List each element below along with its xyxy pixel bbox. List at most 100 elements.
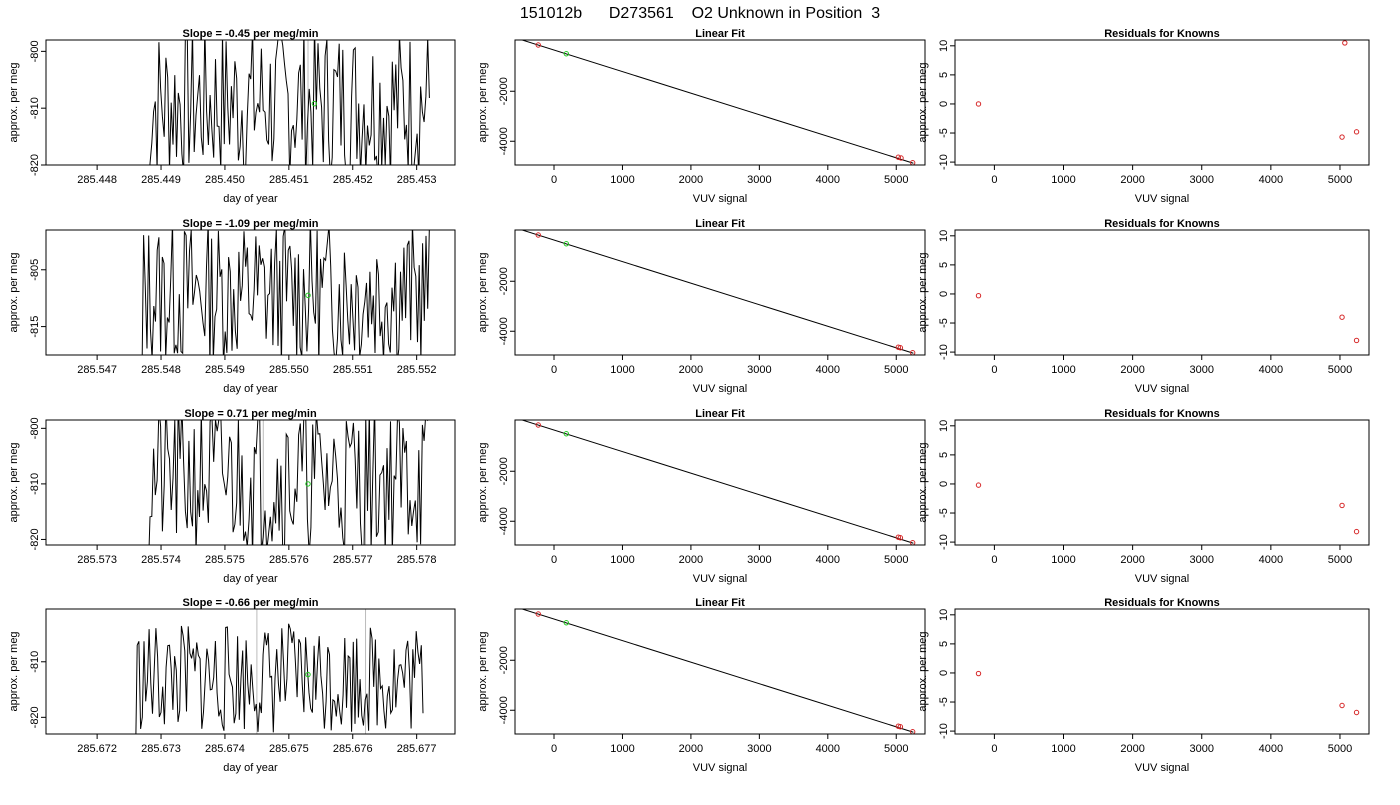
x-tick-label: 4000 bbox=[1259, 174, 1283, 186]
unknown-point bbox=[563, 620, 570, 626]
y-axis-label: approx. per meg bbox=[917, 62, 929, 142]
x-tick-label: 285.551 bbox=[333, 364, 373, 376]
fit-line bbox=[520, 420, 914, 544]
x-tick-label: 1000 bbox=[1051, 174, 1075, 186]
x-tick-label: 2000 bbox=[679, 743, 703, 755]
x-tick-label: 285.674 bbox=[205, 743, 245, 755]
x-axis-label: VUV signal bbox=[693, 383, 747, 395]
x-tick-label: 4000 bbox=[816, 174, 840, 186]
x-tick-label: 285.573 bbox=[77, 554, 117, 566]
x-axis-label: VUV signal bbox=[693, 573, 747, 585]
panel-12: Residuals for Knowns 0 1000 2000 3000 4000 500… bbox=[917, 597, 1370, 774]
panel-title: Slope = -1.09 per meg/min bbox=[182, 218, 318, 230]
x-tick-label: 1000 bbox=[1051, 364, 1075, 376]
x-tick-label: 285.549 bbox=[205, 364, 245, 376]
plot-area bbox=[975, 670, 1360, 716]
y-tick-label: -5 bbox=[938, 128, 950, 138]
x-tick-label: 5000 bbox=[884, 174, 908, 186]
x-tick-label: 3000 bbox=[747, 554, 771, 566]
panel-8: Linear Fit 0 1000 2000 3000 4000 5000 -4000 -200… bbox=[477, 408, 926, 585]
plot-frame bbox=[45, 39, 456, 166]
x-axis-label: day of year bbox=[223, 762, 278, 774]
x-tick-label: 4000 bbox=[816, 364, 840, 376]
known-point bbox=[897, 724, 904, 730]
figure-title: 151012b D273561 O2 Unknown in Position 3 bbox=[520, 5, 880, 22]
known-point bbox=[535, 232, 541, 238]
known-point bbox=[1353, 528, 1360, 535]
known-point bbox=[898, 155, 904, 161]
y-tick-label: 10 bbox=[938, 609, 950, 621]
unknown-point bbox=[563, 431, 570, 437]
known-point bbox=[1339, 502, 1345, 509]
known-point bbox=[1353, 337, 1360, 344]
y-tick-label: 5 bbox=[938, 641, 950, 647]
x-tick-label: 285.673 bbox=[141, 743, 181, 755]
plot-area bbox=[141, 230, 430, 355]
y-axis-label: approx. per meg bbox=[477, 252, 489, 332]
x-tick-label: 0 bbox=[551, 364, 557, 376]
x-tick-label: 285.453 bbox=[397, 174, 437, 186]
y-tick-label: -820 bbox=[29, 154, 41, 176]
y-tick-label: -810 bbox=[29, 473, 41, 495]
panel-title: Linear Fit bbox=[695, 218, 745, 230]
panel-title: Residuals for Knowns bbox=[1104, 28, 1220, 40]
y-axis-label: approx. per meg bbox=[8, 442, 20, 522]
x-tick-label: 285.450 bbox=[205, 174, 245, 186]
known-point bbox=[1339, 702, 1345, 709]
plot-frame bbox=[45, 229, 456, 356]
y-tick-label: 5 bbox=[938, 72, 950, 78]
plot-frame bbox=[45, 419, 456, 546]
plot-area bbox=[520, 230, 916, 355]
panel-title: Slope = -0.45 per meg/min bbox=[182, 28, 318, 40]
plot-area bbox=[520, 609, 916, 734]
x-tick-label: 285.448 bbox=[77, 174, 117, 186]
plot-area bbox=[520, 420, 916, 545]
x-tick-label: 4000 bbox=[1259, 743, 1283, 755]
x-tick-label: 285.677 bbox=[397, 743, 437, 755]
x-tick-label: 1000 bbox=[610, 174, 634, 186]
y-axis-label: approx. per meg bbox=[917, 631, 929, 711]
y-tick-label: -810 bbox=[29, 651, 41, 673]
unknown-point bbox=[305, 292, 311, 299]
x-tick-label: 5000 bbox=[884, 743, 908, 755]
y-tick-label: -2000 bbox=[498, 646, 510, 674]
plot-frame bbox=[45, 608, 456, 735]
x-tick-label: 0 bbox=[991, 743, 997, 755]
y-tick-label: -810 bbox=[29, 97, 41, 119]
x-axis-label: VUV signal bbox=[693, 762, 747, 774]
panel-3: Residuals for Knowns 0 1000 2000 3000 4000 500… bbox=[917, 28, 1370, 205]
x-tick-label: 3000 bbox=[1189, 743, 1213, 755]
plot-area bbox=[148, 420, 429, 545]
plot-area bbox=[520, 40, 916, 165]
x-tick-label: 3000 bbox=[747, 364, 771, 376]
x-tick-label: 3000 bbox=[1189, 174, 1213, 186]
x-tick-label: 2000 bbox=[1120, 364, 1144, 376]
x-tick-label: 1000 bbox=[1051, 554, 1075, 566]
x-tick-label: 285.675 bbox=[269, 743, 309, 755]
panel-7: Slope = 0.71 per meg/min 285.573 285.574 28… bbox=[8, 408, 456, 585]
unknown-point bbox=[305, 671, 311, 678]
plot-frame bbox=[954, 608, 1370, 735]
x-tick-label: 0 bbox=[551, 743, 557, 755]
x-axis-label: VUV signal bbox=[1135, 573, 1189, 585]
unknown-point bbox=[563, 51, 570, 57]
x-tick-label: 2000 bbox=[679, 174, 703, 186]
x-tick-label: 2000 bbox=[1120, 554, 1144, 566]
x-tick-label: 0 bbox=[991, 554, 997, 566]
panel-11: Linear Fit 0 1000 2000 3000 4000 5000 -4000 -200… bbox=[477, 597, 926, 774]
x-tick-label: 285.451 bbox=[269, 174, 309, 186]
x-tick-label: 5000 bbox=[1328, 743, 1352, 755]
plot-frame bbox=[514, 39, 926, 166]
plot-area bbox=[975, 40, 1360, 140]
y-tick-label: -5 bbox=[938, 508, 950, 518]
x-tick-label: 285.578 bbox=[397, 554, 437, 566]
data-trace-line bbox=[135, 623, 424, 734]
x-tick-label: 2000 bbox=[1120, 174, 1144, 186]
x-axis-label: VUV signal bbox=[693, 193, 747, 205]
x-tick-label: 285.452 bbox=[333, 174, 373, 186]
x-tick-label: 4000 bbox=[816, 554, 840, 566]
y-tick-label: -820 bbox=[29, 706, 41, 728]
known-point bbox=[975, 670, 982, 677]
panel-2: Linear Fit 0 1000 2000 3000 4000 5000 -4000 -200… bbox=[477, 28, 926, 205]
y-tick-label: 5 bbox=[938, 452, 950, 458]
